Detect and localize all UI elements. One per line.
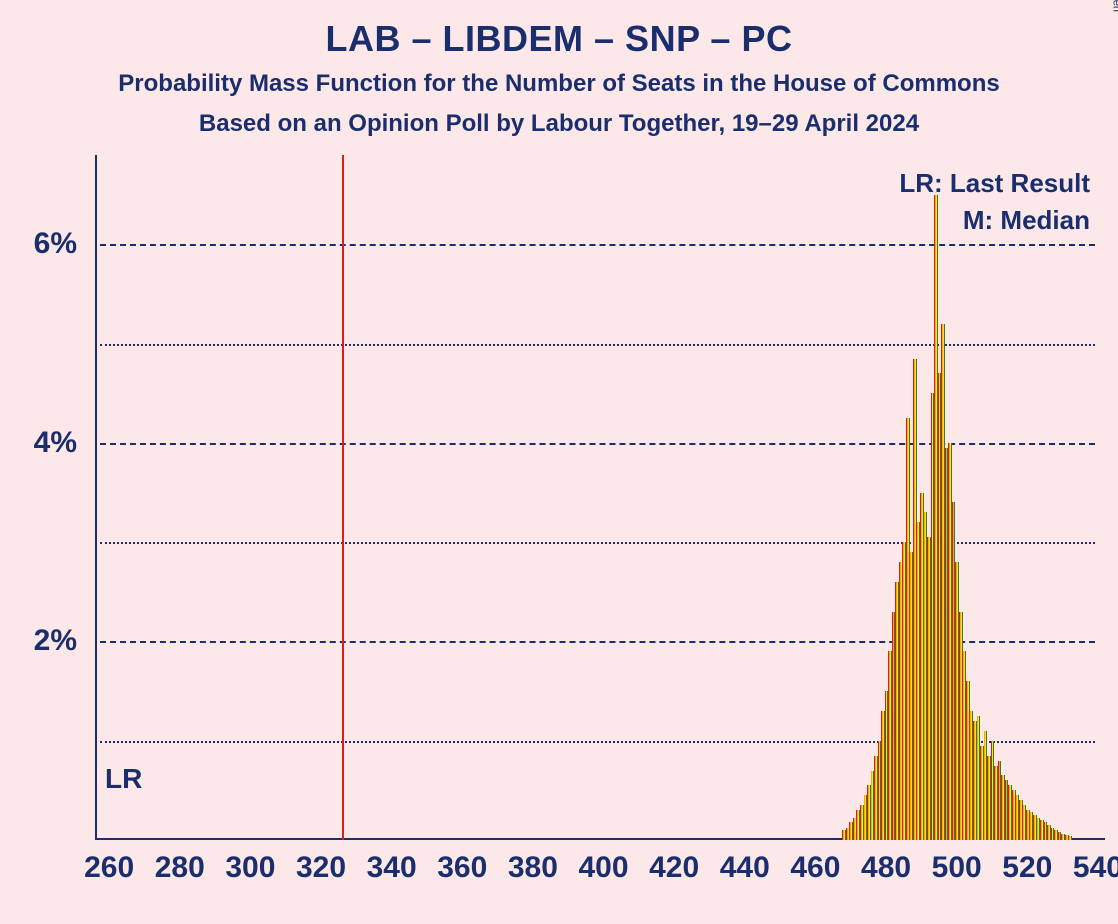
legend-last-result: LR: Last Result <box>899 168 1090 199</box>
gridline-minor <box>100 344 1095 346</box>
x-tick-label: 540 <box>1073 851 1118 885</box>
last-result-label: LR <box>105 763 142 795</box>
x-tick-label: 500 <box>932 851 982 885</box>
chart-subtitle-1: Probability Mass Function for the Number… <box>0 70 1118 98</box>
x-tick-label: 420 <box>649 851 699 885</box>
y-tick-label: 4% <box>0 426 77 460</box>
x-tick-label: 380 <box>508 851 558 885</box>
y-axis <box>95 155 97 840</box>
x-tick-label: 280 <box>155 851 205 885</box>
x-tick-label: 400 <box>579 851 629 885</box>
y-tick-label: 6% <box>0 227 77 261</box>
legend-median: M: Median <box>963 205 1090 236</box>
x-tick-label: 320 <box>296 851 346 885</box>
y-tick-label: 2% <box>0 624 77 658</box>
x-tick-label: 440 <box>720 851 770 885</box>
chart-subtitle-2: Based on an Opinion Poll by Labour Toget… <box>0 110 1118 138</box>
plot-area: 2%4%6%2602803003203403603804004204404604… <box>95 155 1105 840</box>
x-tick-label: 480 <box>861 851 911 885</box>
x-tick-label: 340 <box>367 851 417 885</box>
chart-title: LAB – LIBDEM – SNP – PC <box>0 18 1118 60</box>
x-tick-label: 260 <box>84 851 134 885</box>
x-tick-label: 460 <box>790 851 840 885</box>
last-result-line <box>342 155 344 840</box>
x-tick-label: 520 <box>1002 851 1052 885</box>
copyright-text: © 2024 Filip van Laenen <box>1110 0 1118 12</box>
gridline-major <box>100 443 1095 445</box>
pmf-bar <box>1071 836 1072 840</box>
gridline-major <box>100 244 1095 246</box>
x-tick-label: 300 <box>225 851 275 885</box>
x-tick-label: 360 <box>437 851 487 885</box>
